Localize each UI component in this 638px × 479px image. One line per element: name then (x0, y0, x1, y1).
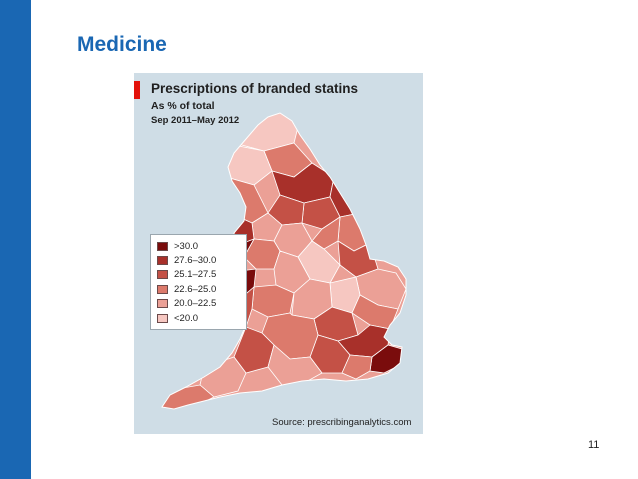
figure-period: Sep 2011–May 2012 (151, 115, 240, 126)
legend-item: <20.0 (157, 311, 240, 325)
legend-label: <20.0 (174, 312, 199, 324)
legend-item: 25.1–27.5 (157, 268, 240, 282)
slide-title: Medicine (77, 33, 167, 56)
legend-label: 25.1–27.5 (174, 269, 217, 281)
figure-title: Prescriptions of branded statins (151, 81, 359, 96)
map-legend: >30.0 27.6–30.0 25.1–27.5 22.6–25.0 20.0… (150, 234, 247, 330)
legend-item: 20.0–22.5 (157, 297, 240, 311)
legend-swatch (157, 313, 168, 323)
legend-swatch (157, 256, 168, 266)
map-figure: Prescriptions of branded statins As % of… (134, 73, 423, 434)
map-region (162, 384, 215, 409)
page-number: 11 (588, 439, 600, 451)
map-region (267, 344, 323, 386)
legend-label: >30.0 (174, 240, 199, 252)
legend-swatch (157, 284, 168, 294)
slide-side-bar (0, 0, 31, 479)
england-choropleth-map (161, 112, 407, 410)
map-region (251, 284, 295, 318)
legend-swatch (157, 299, 168, 309)
legend-label: 20.0–22.5 (174, 298, 217, 310)
legend-label: 27.6–30.0 (174, 255, 217, 267)
map-region (341, 354, 373, 380)
legend-swatch (157, 270, 168, 280)
figure-source: Source: prescribinganalytics.com (272, 417, 412, 428)
england-outline (161, 112, 407, 410)
figure-accent-mark (134, 81, 140, 99)
map-region (311, 216, 341, 250)
legend-label: 22.6–25.0 (174, 283, 217, 295)
legend-item: >30.0 (157, 239, 240, 253)
legend-item: 27.6–30.0 (157, 253, 240, 267)
figure-subtitle: As % of total (151, 100, 215, 112)
legend-item: 22.6–25.0 (157, 282, 240, 296)
legend-swatch (157, 241, 168, 251)
